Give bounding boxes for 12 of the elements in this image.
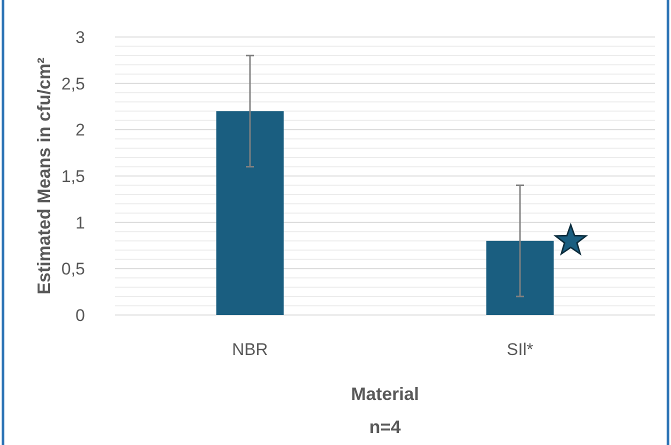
x-axis-title: Material [350, 384, 420, 404]
x-tick-label: SIl* [506, 340, 534, 359]
y-tick-label: 2,5 [61, 74, 85, 94]
x-tick-label: NBR [232, 340, 268, 359]
y-tick-label: 1 [76, 213, 85, 232]
y-tick-label: 0,5 [61, 260, 85, 279]
y-axis-title: Estimated Means in cfu/cm² [34, 57, 54, 295]
text: n=4 [369, 417, 401, 437]
y-tick-label: 0 [76, 306, 85, 325]
y-tick-label: 3 [76, 28, 85, 47]
y-tick-label: 1,5 [61, 166, 85, 186]
y-tick-label: 2 [76, 120, 85, 140]
